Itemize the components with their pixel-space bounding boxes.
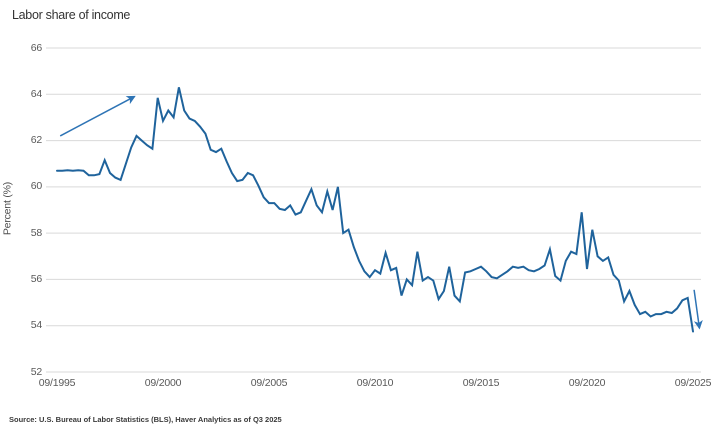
y-tick-label: 60 bbox=[30, 180, 42, 193]
y-tick-label: 52 bbox=[30, 365, 42, 378]
y-tick-label: 62 bbox=[30, 134, 42, 147]
x-tick-label: 09/2020 bbox=[568, 377, 606, 389]
y-tick-label: 66 bbox=[30, 41, 42, 54]
source-note: Source: U.S. Bureau of Labor Statistics … bbox=[9, 415, 282, 424]
x-tick-label: 09/1995 bbox=[38, 377, 76, 389]
rise-arrow bbox=[59, 95, 136, 137]
x-tick-label: 09/2000 bbox=[144, 377, 182, 389]
y-tick-label: 56 bbox=[30, 272, 42, 285]
x-tick-label: 09/2025 bbox=[674, 377, 712, 389]
labor-share-line bbox=[56, 87, 694, 333]
y-tick-label: 58 bbox=[30, 226, 42, 239]
gridlines bbox=[46, 47, 701, 373]
x-tick-label: 09/2010 bbox=[356, 377, 394, 389]
chart-title: Labor share of income bbox=[12, 8, 131, 22]
x-tick-label: 09/2015 bbox=[462, 377, 500, 389]
y-tick-label: 64 bbox=[30, 87, 42, 100]
drop-arrow bbox=[693, 289, 703, 330]
x-tick-label: 09/2005 bbox=[250, 377, 288, 389]
y-tick-label: 54 bbox=[30, 319, 42, 332]
